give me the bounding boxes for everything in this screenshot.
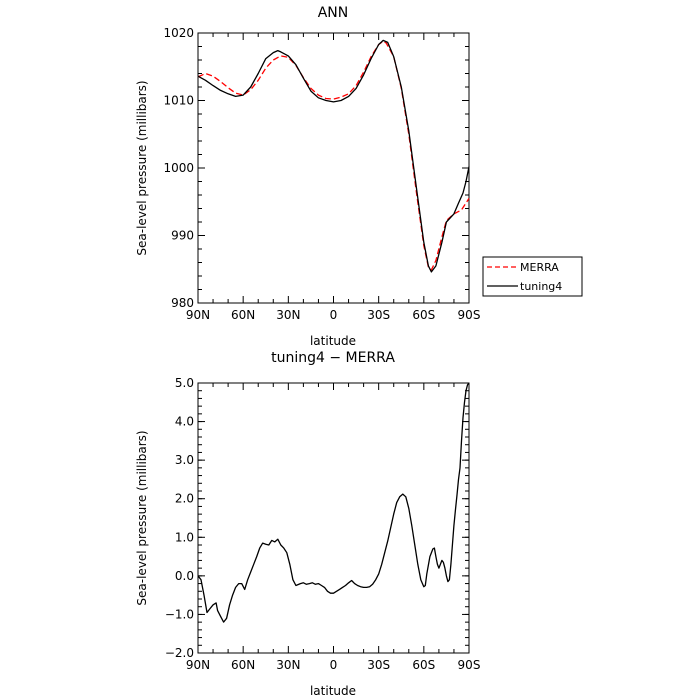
y-tick-label: 2.0 bbox=[175, 492, 194, 506]
x-tick-label: 60S bbox=[412, 658, 435, 672]
y-tick-label: 4.0 bbox=[175, 415, 194, 429]
legend: MERRA tuning4 bbox=[482, 256, 583, 297]
legend-merra-label: MERRA bbox=[520, 261, 559, 274]
y-tick-label: −1.0 bbox=[165, 607, 194, 621]
x-tick-label: 30S bbox=[367, 658, 390, 672]
x-tick-label: 30S bbox=[367, 308, 390, 322]
x-tick-label: 30N bbox=[276, 658, 300, 672]
y-tick-label: 5.0 bbox=[175, 376, 194, 390]
top-panel: ANN 90N 60N 30N 0 30S 60S 90S 980 990 1000 1010 102… bbox=[135, 5, 583, 348]
legend-tuning4-label: tuning4 bbox=[520, 280, 562, 293]
x-tick-label: 60S bbox=[412, 308, 435, 322]
bottom-lines bbox=[197, 382, 470, 623]
merra-line bbox=[197, 40, 470, 271]
bottom-x-axis-label: latitude bbox=[310, 684, 356, 698]
top-y-axis-label: Sea-level pressure (millibars) bbox=[135, 80, 149, 255]
y-tick-label: 990 bbox=[171, 229, 194, 243]
x-tick-label: 60N bbox=[231, 658, 255, 672]
y-tick-label: −2.0 bbox=[165, 646, 194, 660]
top-ticks: 90N 60N 30N 0 30S 60S 90S 980 990 1000 1010 1020 bbox=[163, 26, 480, 322]
bottom-chart-title: tuning4 − MERRA bbox=[271, 350, 395, 366]
bottom-y-axis-label: Sea-level pressure (millibars) bbox=[135, 430, 149, 605]
y-tick-label: 980 bbox=[171, 296, 194, 310]
tuning4-line bbox=[197, 39, 470, 273]
top-lines bbox=[197, 39, 470, 273]
bottom-ticks: 90N 60N 30N 0 30S 60S 90S −2.0 −1.0 0.0 1.0 2.0 3.0 4… bbox=[165, 376, 481, 672]
bottom-plot-frame bbox=[197, 382, 470, 654]
x-tick-label: 90S bbox=[458, 308, 481, 322]
x-tick-label: 0 bbox=[330, 308, 338, 322]
x-tick-label: 30N bbox=[276, 308, 300, 322]
y-tick-label: 1.0 bbox=[175, 530, 194, 544]
bottom-panel: tuning4 − MERRA 90N 60N 30N 0 30S 60S 90S −2.0 −… bbox=[135, 350, 480, 698]
x-tick-label: 0 bbox=[330, 658, 338, 672]
series-0-line bbox=[197, 382, 470, 623]
x-tick-label: 90S bbox=[458, 658, 481, 672]
legend-box bbox=[482, 256, 583, 297]
x-tick-label: 90N bbox=[186, 308, 210, 322]
y-tick-label: 0.0 bbox=[175, 569, 194, 583]
y-tick-label: 3.0 bbox=[175, 453, 194, 467]
x-tick-label: 60N bbox=[231, 308, 255, 322]
y-tick-label: 1020 bbox=[163, 26, 194, 40]
y-tick-label: 1010 bbox=[163, 94, 194, 108]
x-tick-label: 90N bbox=[186, 658, 210, 672]
top-x-axis-label: latitude bbox=[310, 334, 356, 348]
top-chart-title: ANN bbox=[318, 5, 349, 21]
y-tick-label: 1000 bbox=[163, 161, 194, 175]
